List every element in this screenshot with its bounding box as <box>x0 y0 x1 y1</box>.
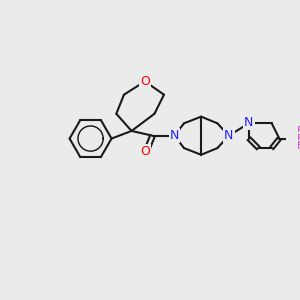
Text: O: O <box>140 146 150 158</box>
Text: F: F <box>297 126 300 136</box>
Text: N: N <box>170 129 179 142</box>
Text: F: F <box>297 141 300 151</box>
Text: O: O <box>140 75 150 88</box>
Text: N: N <box>224 129 233 142</box>
Text: N: N <box>244 116 254 129</box>
Text: F: F <box>297 134 300 144</box>
